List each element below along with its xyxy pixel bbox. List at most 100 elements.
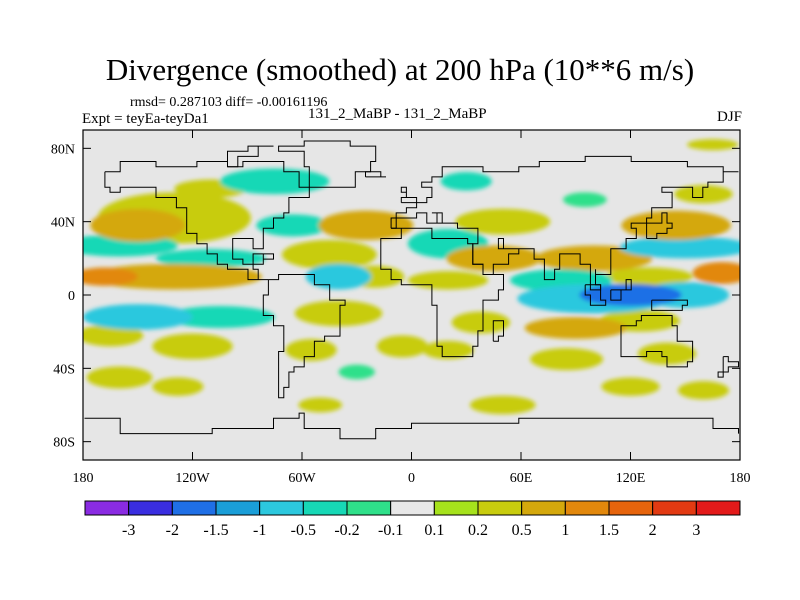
divergence-cell <box>422 340 474 360</box>
divergence-cell <box>687 139 739 151</box>
chart-title: Divergence (smoothed) at 200 hPa (10**6 … <box>105 52 695 87</box>
divergence-cell <box>562 192 607 208</box>
divergence-cell <box>407 271 489 290</box>
divergence-cell <box>535 245 653 272</box>
x-tick-label: 180 <box>730 471 751 486</box>
colorbar-swatch <box>128 500 173 516</box>
continent-outline <box>365 171 386 178</box>
divergence-cell <box>256 214 330 237</box>
colorbar-swatch <box>477 500 523 516</box>
colorbar-label: -1 <box>253 522 266 539</box>
divergence-cell <box>446 245 542 272</box>
divergence-cell <box>281 240 377 270</box>
colorbar-swatch <box>608 500 654 516</box>
divergence-cell <box>677 381 730 400</box>
colorbar-swatch <box>521 500 566 516</box>
divergence-cell <box>530 348 604 371</box>
x-tick-label: 120E <box>616 471 646 486</box>
colorbar-swatch <box>695 500 741 516</box>
colorbar-label: 1.5 <box>599 522 619 539</box>
colorbar-swatch <box>171 500 217 516</box>
continent-outline <box>390 155 739 291</box>
colorbar-swatch <box>84 500 130 516</box>
continent-outline <box>252 253 274 265</box>
experiment-label: Expt = teyEa-teyDa1 <box>82 111 209 127</box>
divergence-cell <box>294 300 383 327</box>
y-tick-label: 80N <box>51 142 75 157</box>
colorbar-swatch <box>302 500 348 516</box>
divergence-cell <box>674 185 733 204</box>
continent-outline <box>84 412 739 440</box>
divergence-cell <box>621 210 731 240</box>
experiments-label: 131_2_MaBP - 131_2_MaBP <box>308 106 487 122</box>
colorbar-label: 1 <box>561 522 569 539</box>
divergence-cell <box>440 172 492 191</box>
divergence-cell <box>376 335 428 358</box>
divergence-cell <box>469 395 536 415</box>
colorbar-swatch <box>215 500 261 516</box>
continent-outline <box>651 299 688 311</box>
divergence-cell <box>83 324 144 347</box>
divergence-cell <box>604 267 693 286</box>
y-tick-label: 40S <box>53 362 75 377</box>
season-label: DJF <box>716 109 742 125</box>
continent-outline <box>262 274 346 399</box>
divergence-cell <box>285 339 337 361</box>
colorbar-swatch <box>259 500 304 516</box>
rmsd-label: rmsd= 0.287103 diff= -0.00161196 <box>130 95 328 110</box>
continent-outline <box>646 212 673 239</box>
divergence-cell <box>455 208 551 235</box>
colorbar-label: 0.1 <box>424 522 444 539</box>
continent-outline <box>610 279 632 301</box>
continent-outline <box>620 315 694 368</box>
divergence-cell <box>156 249 266 268</box>
continent-outline <box>278 140 377 188</box>
colorbar-label: 2 <box>649 522 657 539</box>
divergence-cell <box>524 317 627 339</box>
colorbar-label: -3 <box>122 522 135 539</box>
x-tick-label: 0 <box>408 471 415 486</box>
divergence-cell <box>86 263 262 290</box>
continent-outline <box>104 161 310 281</box>
x-tick-label: 60E <box>510 471 533 486</box>
divergence-cell <box>579 284 682 306</box>
x-tick-label: 120W <box>175 471 210 486</box>
colorbar-swatch <box>652 500 697 516</box>
y-tick-label: 80S <box>53 436 75 451</box>
y-tick-label: 0 <box>68 289 75 304</box>
divergence-cell <box>338 364 375 380</box>
x-tick-label: 180 <box>73 471 94 486</box>
x-tick-label: 60W <box>288 471 316 486</box>
colorbar-swatch <box>433 500 479 516</box>
colorbar-label: -0.1 <box>378 522 403 539</box>
colorbar-swatch <box>390 500 435 516</box>
divergence-cell <box>305 263 372 290</box>
colorbar-label: -1.5 <box>203 522 228 539</box>
colorbar-label: -0.5 <box>291 522 316 539</box>
colorbar-swatch <box>346 500 392 516</box>
divergence-cell <box>637 342 697 365</box>
colorbar-label: 0.5 <box>512 522 532 539</box>
divergence-cell <box>90 208 186 242</box>
divergence-cell <box>692 262 740 284</box>
divergence-cell <box>83 304 193 330</box>
colorbar-label: -2 <box>166 522 179 539</box>
continent-outline <box>717 356 739 378</box>
continent-outline <box>227 145 274 168</box>
divergence-cell <box>83 267 138 286</box>
divergence-cell <box>298 397 343 413</box>
colorbar-label: 0.2 <box>468 522 488 539</box>
divergence-cell <box>451 311 511 334</box>
continent-outline <box>400 186 418 204</box>
divergence-cell <box>152 333 233 360</box>
divergence-cell <box>601 377 660 396</box>
continent-outline <box>584 284 607 306</box>
y-tick-label: 40N <box>51 216 75 231</box>
colorbar-label: 3 <box>692 522 700 539</box>
continent-outline <box>492 320 504 342</box>
divergence-cell <box>619 236 740 259</box>
divergence-cell <box>219 168 330 195</box>
divergence-cell <box>152 377 204 396</box>
colorbar-swatch <box>564 500 610 516</box>
